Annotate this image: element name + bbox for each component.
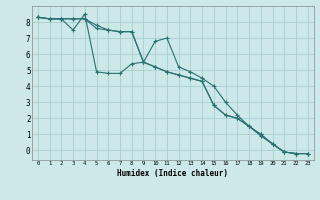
X-axis label: Humidex (Indice chaleur): Humidex (Indice chaleur) xyxy=(117,169,228,178)
